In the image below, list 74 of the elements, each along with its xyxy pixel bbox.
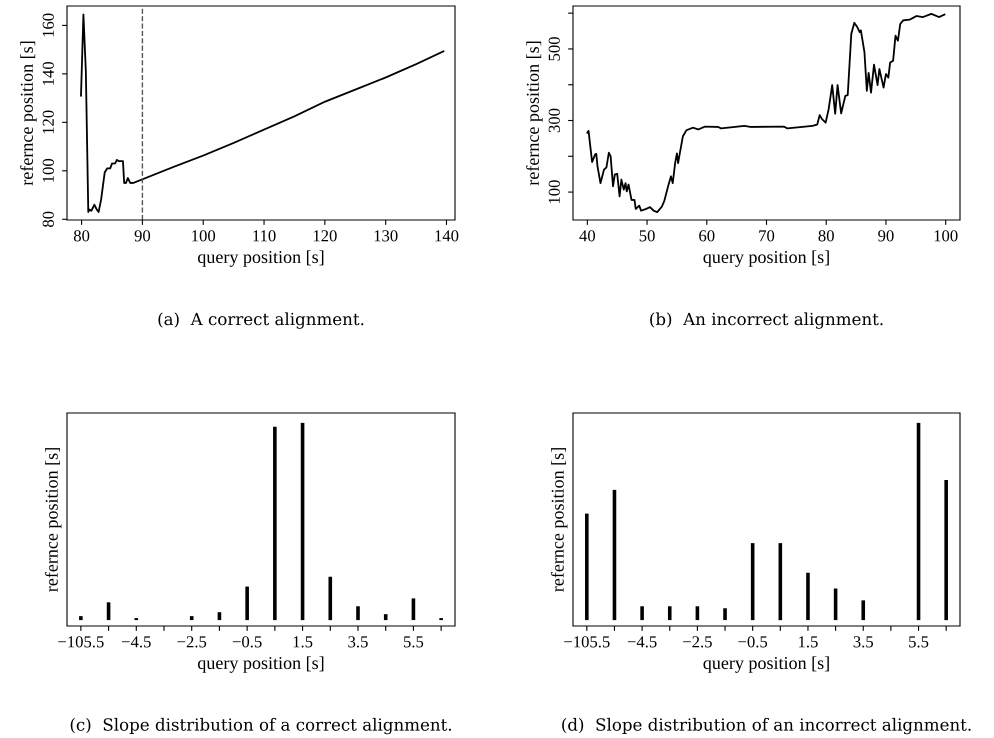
bar	[916, 422, 920, 620]
y-tick-label: 160	[42, 14, 54, 36]
x-tick-label: 120	[314, 230, 337, 242]
bar	[356, 606, 360, 620]
bar	[300, 422, 304, 620]
bar	[778, 543, 782, 620]
x-tick-label: −2.5	[683, 636, 712, 648]
bar	[861, 600, 866, 620]
x-tick-label: 40	[579, 230, 596, 242]
y-tick-label: 100	[42, 158, 54, 182]
x-tick-label: 90	[878, 230, 894, 242]
bar	[245, 586, 249, 620]
x-tick-label: 110	[253, 230, 276, 242]
x-tick-label: 90	[134, 230, 150, 242]
y-tick-label: 140	[42, 62, 54, 85]
bar	[668, 606, 672, 620]
bar	[696, 606, 700, 620]
bar	[190, 616, 194, 620]
x-tick-label: −0.5	[232, 636, 262, 648]
y-axis-title: refernce position [s]	[526, 42, 543, 186]
y-tick-label: 80	[42, 212, 54, 227]
x-tick-label: 80	[818, 230, 834, 242]
bar	[723, 608, 727, 620]
x-axis-title: query position [s]	[198, 656, 324, 673]
x-axis-title: query position [s]	[703, 250, 829, 267]
x-tick-label: 1.5	[799, 636, 818, 648]
y-axis-title: refernce position [s]	[44, 448, 62, 592]
y-tick-label: 500	[548, 37, 560, 60]
bar	[218, 612, 222, 620]
text: (d) Slope distribution of an incorrect alignment.	[562, 718, 971, 734]
y-tick-label: 300	[548, 108, 560, 132]
bar	[384, 614, 388, 620]
x-tick-label: 140	[435, 230, 458, 242]
bar	[412, 598, 416, 620]
x-tick-label: −105.5	[564, 636, 610, 648]
text: (c) Slope distribution of a correct alignment.	[70, 718, 452, 734]
bar	[612, 490, 616, 620]
x-axis-title: query position [s]	[703, 656, 829, 673]
y-axis-title: refernce position [s]	[550, 448, 568, 592]
x-tick-label: 130	[374, 230, 398, 242]
bar	[806, 572, 810, 620]
x-tick-label: 1.5	[294, 636, 312, 648]
bar	[328, 576, 332, 620]
x-tick-label: 3.5	[854, 636, 874, 648]
bar	[585, 514, 589, 620]
x-tick-label: −4.5	[628, 636, 657, 648]
x-tick-label: −4.5	[122, 636, 151, 648]
bar	[273, 426, 277, 620]
text: (b) An incorrect alignment.	[650, 312, 883, 329]
x-tick-label: 50	[640, 230, 655, 242]
y-tick-label: 120	[42, 110, 54, 134]
bar	[750, 543, 754, 620]
bar	[834, 588, 838, 620]
x-tick-label: −105.5	[58, 636, 104, 648]
x-tick-label: 100	[934, 230, 958, 242]
x-tick-label: −0.5	[738, 636, 768, 648]
x-tick-label: 5.5	[909, 636, 928, 648]
line-series	[586, 12, 946, 214]
x-tick-label: −2.5	[177, 636, 206, 648]
line-series	[80, 14, 444, 213]
y-axis-title: refernce position [s]	[20, 42, 37, 186]
bar	[106, 602, 110, 620]
x-tick-label: 3.5	[348, 636, 368, 648]
x-tick-label: 80	[74, 230, 90, 242]
bar	[640, 606, 644, 620]
x-tick-label: 100	[192, 230, 216, 242]
y-tick-label: 100	[548, 180, 560, 204]
text: (a) A correct alignment.	[158, 312, 364, 329]
bar	[79, 616, 83, 620]
bar	[944, 480, 948, 620]
x-tick-label: 70	[759, 230, 774, 242]
x-axis-title: query position [s]	[198, 250, 324, 267]
x-tick-label: 60	[699, 230, 714, 242]
x-tick-label: 5.5	[404, 636, 424, 648]
